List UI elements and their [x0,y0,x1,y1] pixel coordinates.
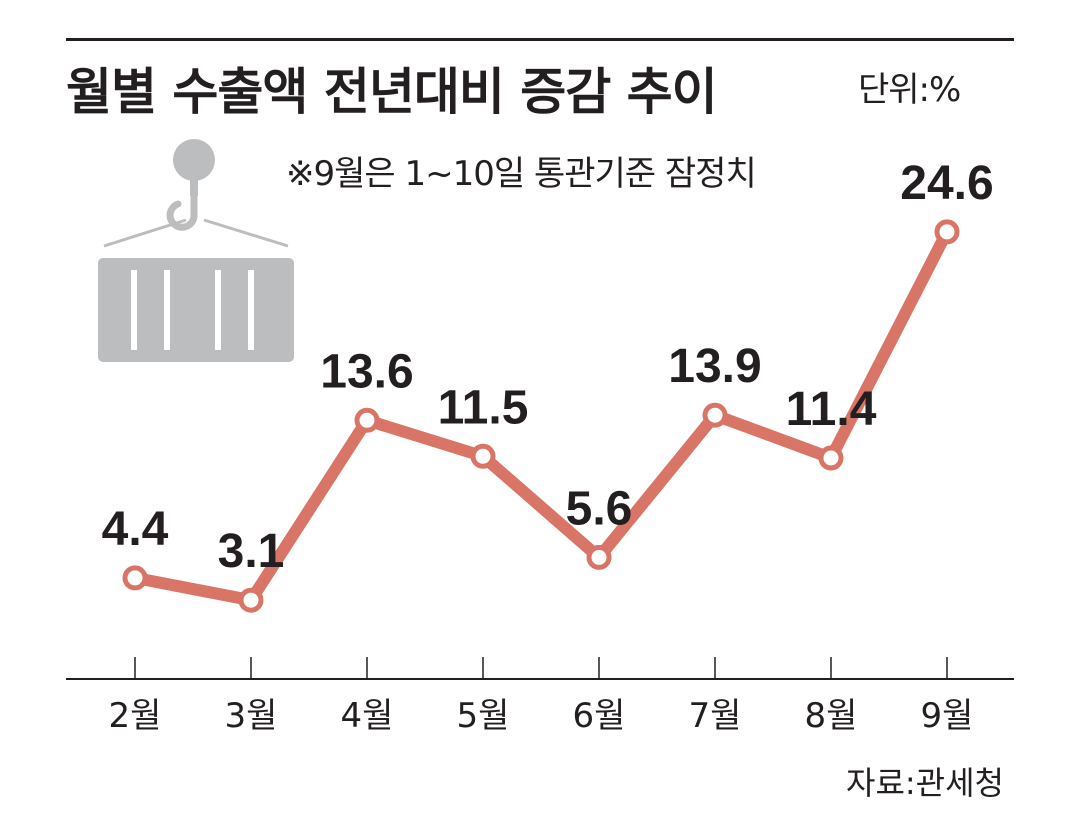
x-tick-label: 2월 [109,696,162,736]
data-point [818,445,844,471]
data-label: 11.5 [438,381,529,434]
data-label: 5.6 [566,482,633,535]
data-point [934,219,960,245]
unit-label: 단위:% [858,70,961,110]
data-label: 13.9 [668,340,761,393]
x-tick-label: 3월 [225,696,278,736]
x-tick-label: 8월 [805,696,858,736]
x-tick-label: 7월 [689,696,742,736]
chart-title: 월별 수출액 전년대비 증감 추이 [66,63,718,121]
x-tick-label: 5월 [457,696,510,736]
x-tick-label: 9월 [921,696,974,736]
data-point [470,443,496,469]
series-line [129,225,953,607]
data-point [122,565,148,591]
data-label: 13.6 [320,345,413,398]
x-tick-label: 6월 [573,696,626,736]
data-point [586,544,612,570]
data-point [702,402,728,428]
data-point [238,587,264,613]
x-tick-label: 4월 [341,696,394,736]
source-label: 자료:관세청 [846,764,1004,802]
data-label: 24.6 [900,157,993,210]
footnote: ※9월은 1~10일 통관기준 잠정치 [286,154,757,194]
data-label: 4.4 [102,503,169,556]
data-point [354,407,380,433]
top-rule [66,38,1014,41]
data-label: 3.1 [218,525,285,578]
data-label: 11.4 [786,383,877,436]
shipping-container-crane-icon [98,139,294,362]
